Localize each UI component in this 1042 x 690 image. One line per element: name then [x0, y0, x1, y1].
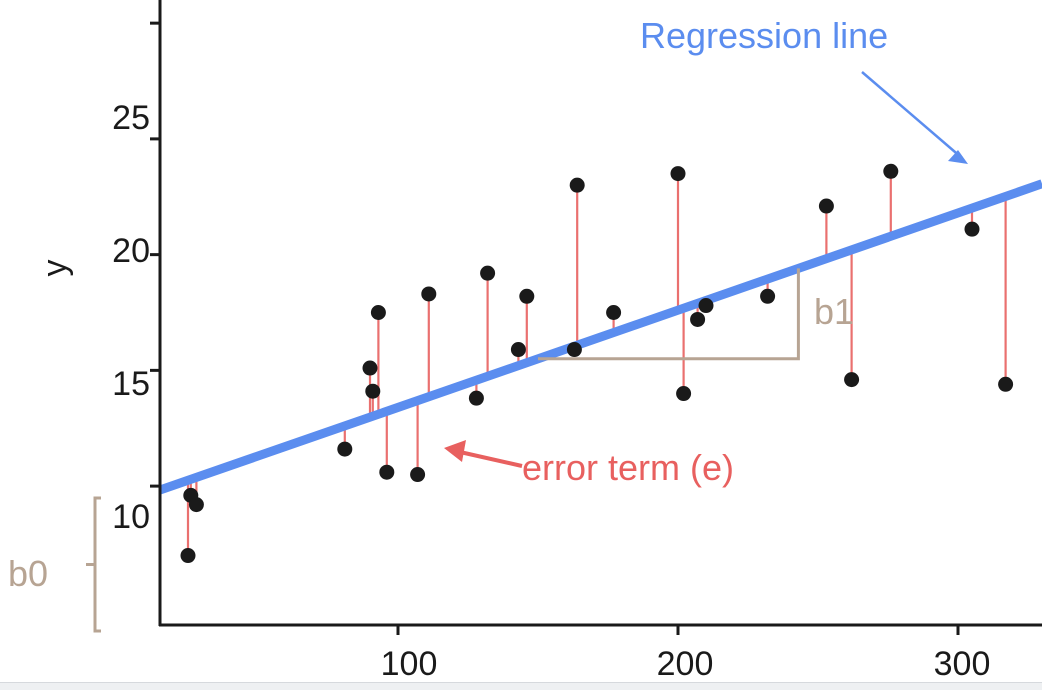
- data-point: [365, 383, 381, 399]
- axes: [150, 0, 1042, 635]
- data-point: [566, 342, 582, 358]
- data-point: [606, 305, 622, 320]
- data-point: [676, 386, 692, 402]
- slope-label: b1: [814, 291, 854, 332]
- intercept-label: b0: [8, 553, 48, 594]
- slope-bracket: [538, 268, 800, 361]
- data-point: [818, 198, 834, 214]
- data-point: [510, 342, 526, 358]
- data-point: [670, 166, 686, 182]
- data-point: [188, 497, 204, 513]
- regression-line: [158, 179, 1042, 495]
- data-point: [569, 177, 585, 193]
- data-point: [468, 390, 484, 406]
- error-term-arrowhead: [444, 440, 466, 462]
- data-point: [964, 221, 980, 237]
- data-point: [883, 163, 899, 179]
- data-point: [410, 467, 426, 483]
- data-point: [370, 305, 386, 320]
- data-points: [180, 163, 1014, 564]
- data-point: [698, 298, 714, 314]
- x-tick-label: 300: [934, 645, 991, 683]
- regression-line-label: Regression line: [640, 15, 888, 56]
- data-point: [690, 311, 706, 327]
- intercept-bracket: [86, 496, 101, 633]
- regression-arrow: [861, 71, 963, 159]
- data-point: [337, 441, 353, 457]
- data-point: [844, 372, 860, 388]
- data-point: [180, 548, 196, 564]
- y-axis-title: y: [36, 260, 74, 277]
- y-tick-label: 15: [112, 365, 150, 403]
- regression: [158, 179, 1042, 495]
- error-term-label: error term (e): [522, 447, 734, 488]
- residuals: [186, 171, 1007, 556]
- data-point: [998, 376, 1014, 392]
- data-point: [760, 288, 776, 304]
- x-tick-label: 100: [381, 645, 438, 683]
- y-tick-label: 10: [112, 498, 150, 536]
- y-tick-label: 25: [112, 99, 150, 137]
- data-point: [379, 464, 395, 480]
- x-tick-label: 200: [657, 645, 714, 683]
- data-point: [421, 286, 437, 302]
- y-tick-label: 20: [112, 232, 150, 270]
- data-point: [362, 360, 378, 376]
- brackets: [86, 268, 800, 633]
- data-point: [480, 265, 496, 281]
- data-point: [519, 288, 535, 304]
- regression-arrowhead: [948, 150, 968, 164]
- window-bottom-edge: [0, 682, 1042, 690]
- error-term-arrow: [459, 450, 523, 468]
